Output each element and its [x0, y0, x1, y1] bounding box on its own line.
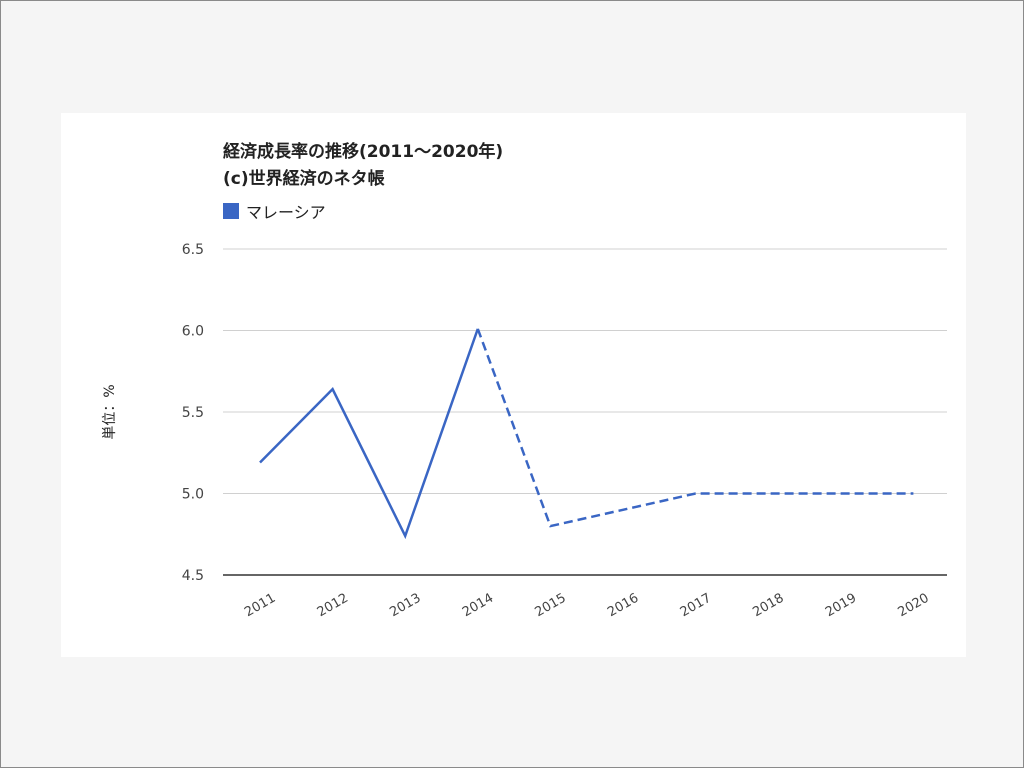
y-tick-label: 6.0 — [182, 324, 204, 340]
x-tick-label: 2019 — [823, 591, 859, 621]
x-tick-label: 2013 — [387, 591, 423, 621]
chart-card: 経済成長率の推移(2011～2020年) (c)世界経済のネタ帳 マレーシア 単… — [61, 113, 966, 657]
x-tick-label: 2011 — [242, 591, 278, 621]
x-tick-label: 2012 — [315, 591, 351, 621]
series-line-actual — [259, 328, 479, 540]
y-tick-label: 5.5 — [182, 405, 204, 421]
y-tick-label: 6.5 — [182, 242, 204, 258]
chart-subtitle: (c)世界経済のネタ帳 — [223, 169, 385, 189]
plot-area: 6.5 6.0 5.5 5.0 4.5 2011 2012 2013 2014 2015 2016 2… — [182, 242, 947, 621]
chart-title: 経済成長率の推移(2011～2020年) — [223, 142, 504, 162]
series-line-forecast — [476, 328, 914, 528]
x-tick-label: 2018 — [750, 591, 786, 621]
y-tick-label: 4.5 — [182, 568, 204, 584]
x-tick-label: 2014 — [460, 591, 496, 621]
legend-label: マレーシア — [246, 203, 326, 222]
x-tick-label: 2017 — [678, 591, 714, 621]
x-tick-label: 2020 — [896, 591, 932, 621]
x-tick-label: 2016 — [605, 591, 641, 621]
legend-swatch — [223, 203, 239, 219]
y-tick-label: 5.0 — [182, 487, 204, 503]
legend: マレーシア — [223, 199, 326, 223]
x-tick-label: 2015 — [533, 591, 569, 621]
